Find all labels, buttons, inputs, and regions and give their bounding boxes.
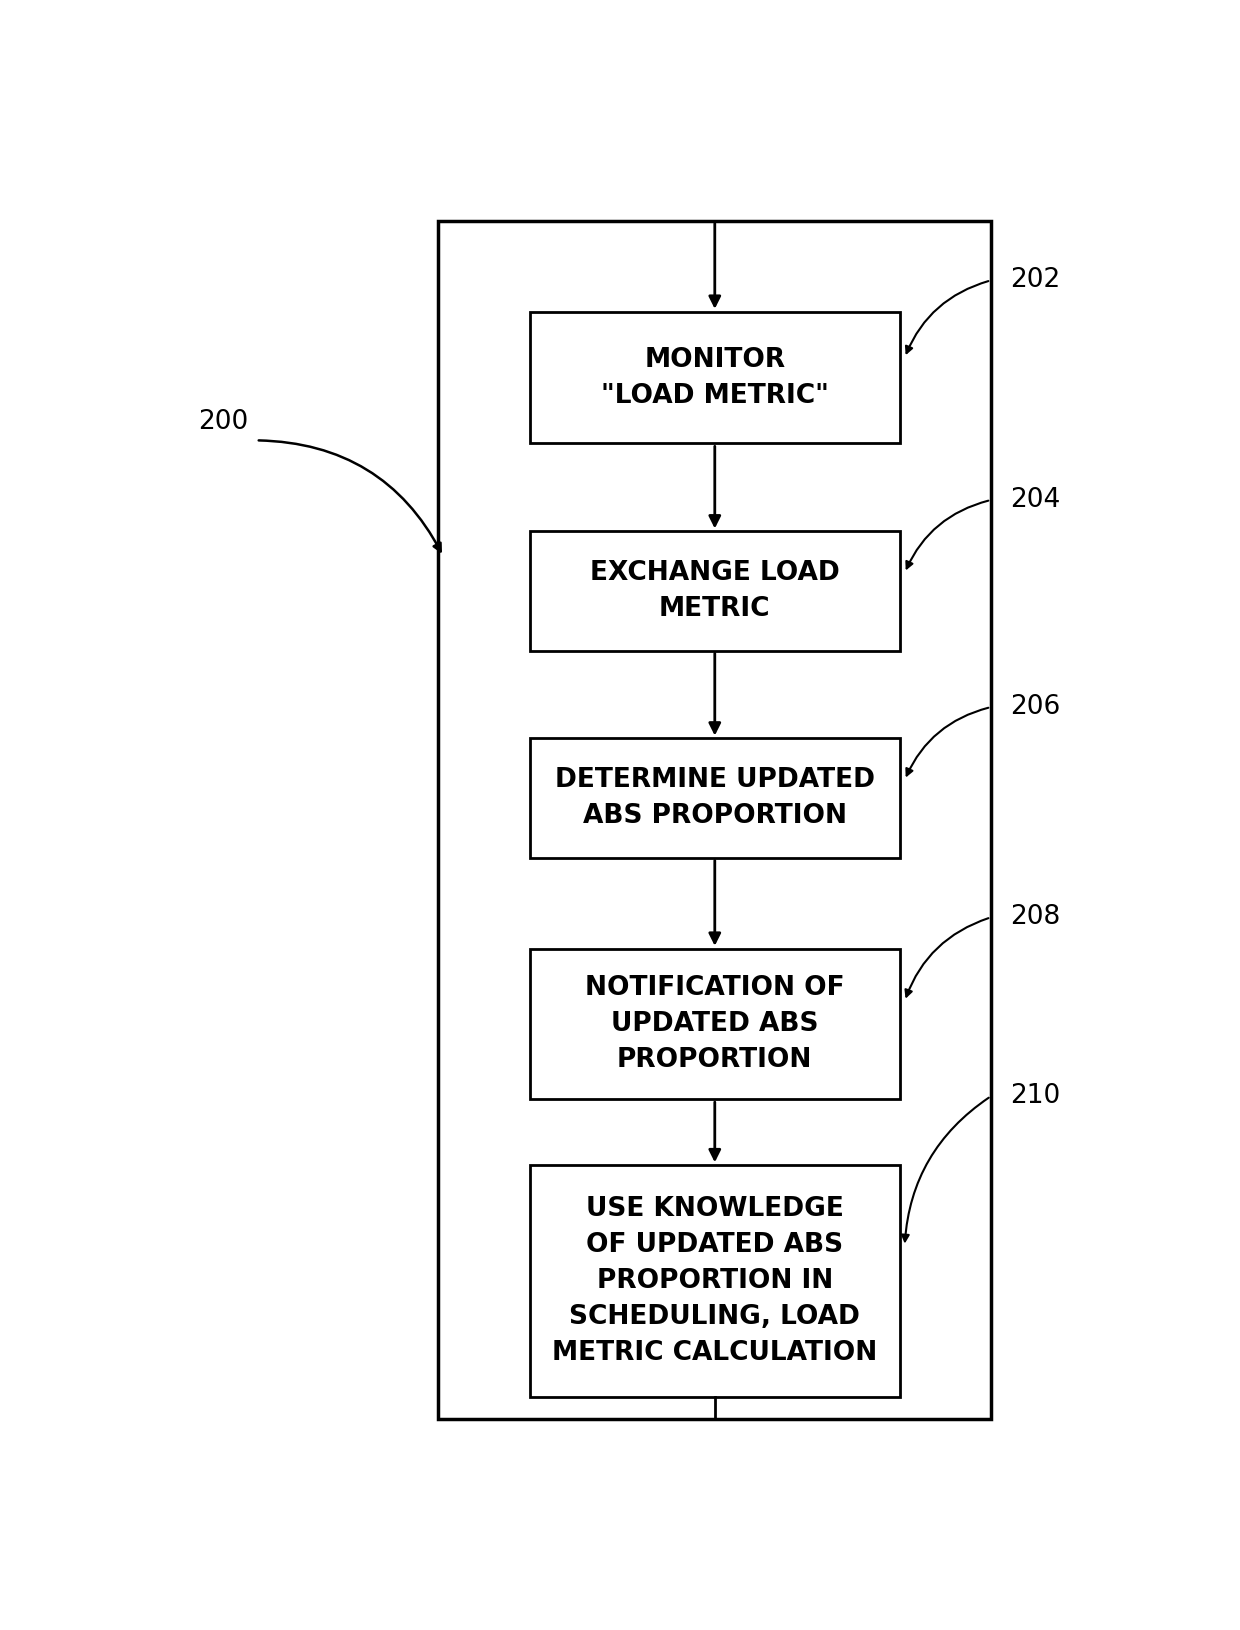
Text: 202: 202 — [1011, 267, 1060, 293]
Bar — [439, 220, 991, 1420]
Bar — [529, 531, 900, 650]
Text: DETERMINE UPDATED
ABS PROPORTION: DETERMINE UPDATED ABS PROPORTION — [554, 768, 874, 830]
Text: NOTIFICATION OF
UPDATED ABS
PROPORTION: NOTIFICATION OF UPDATED ABS PROPORTION — [585, 975, 844, 1073]
Text: 208: 208 — [1011, 905, 1060, 931]
Bar — [529, 949, 900, 1099]
Bar — [529, 311, 900, 443]
Bar — [529, 738, 900, 857]
Text: 200: 200 — [198, 409, 248, 435]
Text: MONITOR
"LOAD METRIC": MONITOR "LOAD METRIC" — [601, 347, 828, 409]
Bar — [529, 1165, 900, 1397]
Text: USE KNOWLEDGE
OF UPDATED ABS
PROPORTION IN
SCHEDULING, LOAD
METRIC CALCULATION: USE KNOWLEDGE OF UPDATED ABS PROPORTION … — [552, 1196, 878, 1366]
Text: EXCHANGE LOAD
METRIC: EXCHANGE LOAD METRIC — [590, 561, 839, 623]
Text: 204: 204 — [1011, 487, 1060, 513]
Text: 210: 210 — [1011, 1082, 1060, 1108]
Text: 206: 206 — [1011, 694, 1060, 720]
